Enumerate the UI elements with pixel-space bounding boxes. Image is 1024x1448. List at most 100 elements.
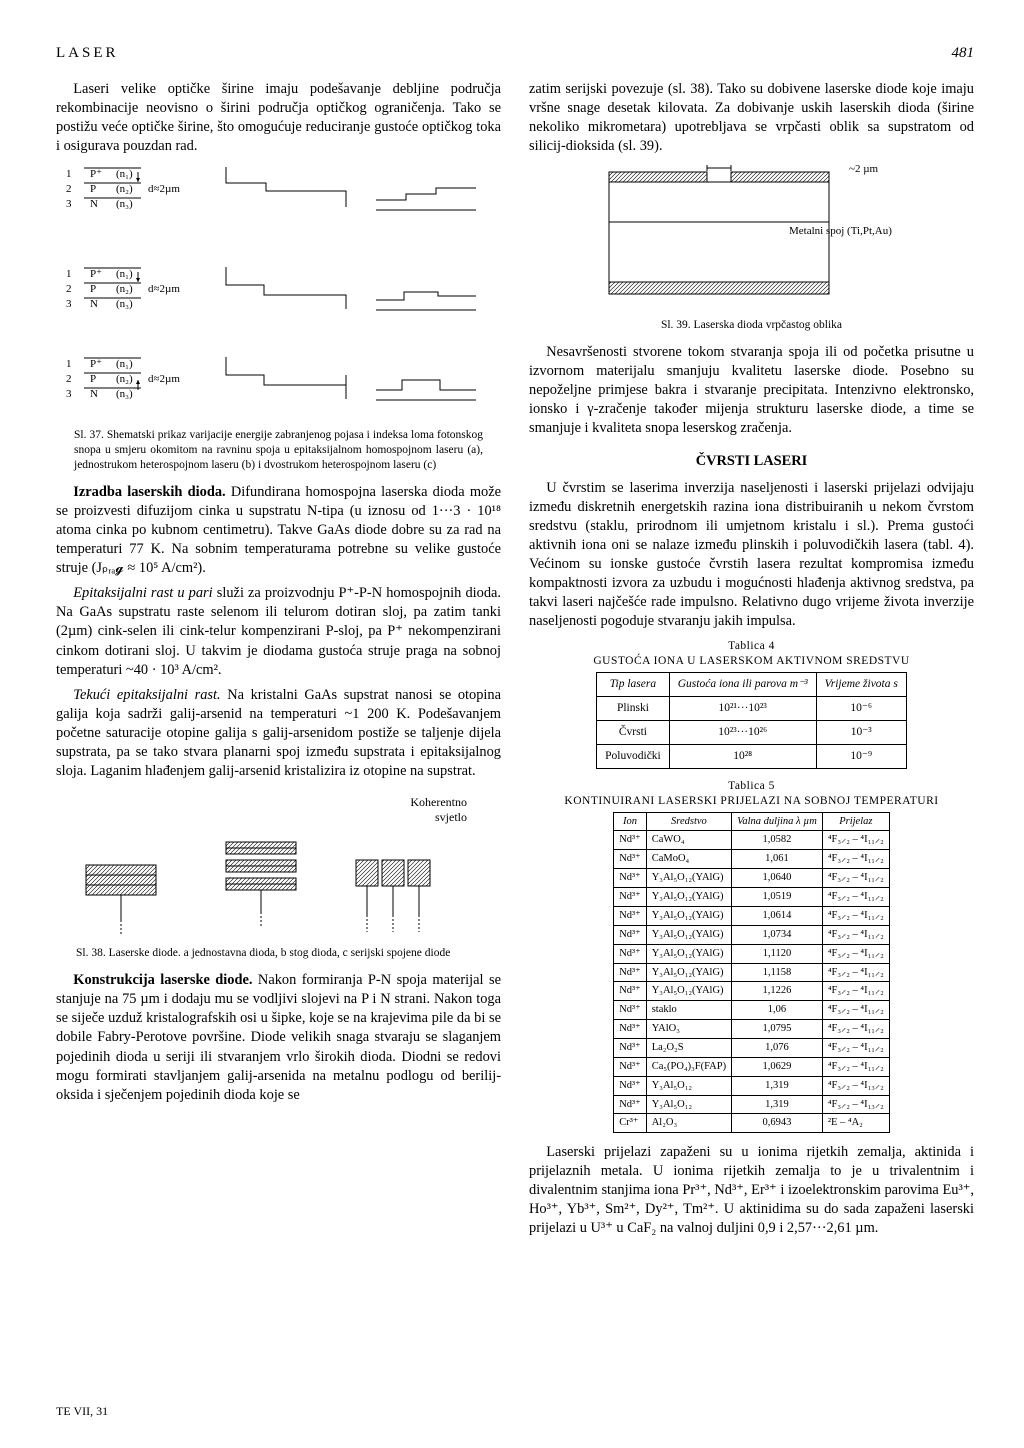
koherentno-label: Koherentnosvjetlo	[56, 795, 467, 827]
cell: Poluvodički	[597, 745, 670, 769]
cell: Čvrsti	[597, 720, 670, 744]
svg-text:1: 1	[66, 358, 72, 370]
cell: Nd³⁺	[614, 963, 647, 982]
section-title: ČVRSTI LASERI	[529, 452, 974, 471]
left-column: Laseri velike optičke širine imaju podeš…	[56, 80, 501, 1245]
cell: 1,319	[732, 1076, 823, 1095]
svg-text:P: P	[90, 373, 96, 385]
run-in-heading: Konstrukcija laserske diode.	[73, 972, 252, 988]
svg-text:N: N	[90, 298, 98, 310]
cell: ⁴F₃⸝₂ – ⁴I₁₁⸝₂	[822, 925, 889, 944]
right-column: zatim serijski povezuje (sl. 38). Tako s…	[529, 80, 974, 1245]
cell: Y₃Al₅O₁₂(YAlG)	[646, 944, 731, 963]
svg-text:Metalni spoj (Ti,Pt,Au): Metalni spoj (Ti,Pt,Au)	[789, 225, 892, 237]
cell: CaWO₄	[646, 831, 731, 850]
cell: 10⁻⁶	[816, 696, 906, 720]
cell: ⁴F₃⸝₂ – ⁴I₁₁⸝₂	[822, 850, 889, 869]
cell: Nd³⁺	[614, 831, 647, 850]
svg-text:(n₂): (n₂)	[116, 183, 133, 195]
cell: 1,1158	[732, 963, 823, 982]
cell: Nd³⁺	[614, 1076, 647, 1095]
cell: ⁴F₃⸝₂ – ⁴I₁₁⸝₂	[822, 1038, 889, 1057]
para: Konstrukcija laserske diode. Nakon formi…	[56, 971, 501, 1104]
cell: ⁴F₃⸝₂ – ⁴I₁₁⸝₂	[822, 831, 889, 850]
cell: ⁴F₃⸝₂ – ⁴I₁₁⸝₂	[822, 963, 889, 982]
cell: 1,0795	[732, 1020, 823, 1039]
cell: Nd³⁺	[614, 982, 647, 1001]
cell: 1,0614	[732, 906, 823, 925]
svg-text:(n₁): (n₁)	[116, 268, 133, 280]
cell: YAlO₃	[646, 1020, 731, 1039]
cell: Y₃Al₅O₁₂(YAlG)	[646, 963, 731, 982]
figure-38-caption: Sl. 38. Laserske diode. a jednostavna di…	[56, 946, 501, 961]
cell: ⁴F₃⸝₂ – ⁴I₁₃⸝₂	[822, 1095, 889, 1114]
cell: Plinski	[597, 696, 670, 720]
cell: Y₃Al₅O₁₂(YAlG)	[646, 906, 731, 925]
para: Tekući epitaksijalni rast. Na kristalni …	[56, 686, 501, 781]
svg-text:P: P	[90, 283, 96, 295]
svg-text:2: 2	[66, 373, 72, 385]
svg-text:d≈2µm: d≈2µm	[148, 283, 180, 295]
para: Nesavršenosti stvorene tokom stvaranja s…	[529, 343, 974, 438]
svg-text:(n₂): (n₂)	[116, 373, 133, 385]
cell: 1,1226	[732, 982, 823, 1001]
t5-h4: Prijelaz	[822, 812, 889, 831]
cell: ⁴F₃⸝₂ – ⁴I₁₁⸝₂	[822, 982, 889, 1001]
svg-text:P⁺: P⁺	[90, 358, 102, 370]
cell: ⁴F₃⸝₂ – ⁴I₁₁⸝₂	[822, 906, 889, 925]
cell: staklo	[646, 1001, 731, 1020]
cell: Nd³⁺	[614, 906, 647, 925]
cell: Y₃Al₅O₁₂	[646, 1076, 731, 1095]
svg-text:(n₃): (n₃)	[116, 298, 133, 310]
cell: Y₃Al₅O₁₂(YAlG)	[646, 982, 731, 1001]
figure-39: ~2 µm Metalni spoj (Ti,Pt,Au)	[529, 162, 974, 312]
cell: 1,0734	[732, 925, 823, 944]
svg-text:2: 2	[66, 283, 72, 295]
svg-text:3: 3	[66, 298, 72, 310]
cell: Al₂O₃	[646, 1114, 731, 1133]
cell: Nd³⁺	[614, 869, 647, 888]
para: U čvrstim se laserima inverzija naseljen…	[529, 479, 974, 631]
cell: 1,061	[732, 850, 823, 869]
svg-text:P⁺: P⁺	[90, 168, 102, 180]
cell: ⁴F₃⸝₂ – ⁴I₁₁⸝₂	[822, 1001, 889, 1020]
figure-37-caption: Sl. 37. Shematski prikaz varijacije ener…	[56, 428, 501, 474]
cell: 10²⁸	[669, 745, 816, 769]
svg-text:(n₂): (n₂)	[116, 283, 133, 295]
cell: Nd³⁺	[614, 1057, 647, 1076]
cell: Nd³⁺	[614, 944, 647, 963]
cell: 1,06	[732, 1001, 823, 1020]
cell: La₂O₂S	[646, 1038, 731, 1057]
page-number: 481	[952, 44, 975, 64]
figure-38	[56, 830, 501, 940]
t5-h1: Ion	[614, 812, 647, 831]
svg-text:3: 3	[66, 388, 72, 400]
cell: Nd³⁺	[614, 1038, 647, 1057]
cell: 10⁻⁹	[816, 745, 906, 769]
para: zatim serijski povezuje (sl. 38). Tako s…	[529, 80, 974, 156]
table5-title: Tablica 5KONTINUIRANI LASERSKI PRIJELAZI…	[529, 779, 974, 809]
cell: ⁴F₃⸝₂ – ⁴I₁₁⸝₂	[822, 944, 889, 963]
cell: Nd³⁺	[614, 1001, 647, 1020]
cell: 1,0640	[732, 869, 823, 888]
cell: 0,6943	[732, 1114, 823, 1133]
svg-text:(n₁): (n₁)	[116, 168, 133, 180]
cell: CaMoO₄	[646, 850, 731, 869]
t4-h1: Tip lasera	[597, 672, 670, 696]
svg-text:d≈2µm: d≈2µm	[148, 373, 180, 385]
cell: Nd³⁺	[614, 925, 647, 944]
para: Laseri velike optičke širine imaju podeš…	[56, 80, 501, 156]
cell: Nd³⁺	[614, 850, 647, 869]
table4-title: Tablica 4GUSTOĆA IONA U LASERSKOM AKTIVN…	[529, 639, 974, 669]
cell: ⁴F₃⸝₂ – ⁴I₁₃⸝₂	[822, 1076, 889, 1095]
svg-text:N: N	[90, 388, 98, 400]
cell: 1,319	[732, 1095, 823, 1114]
t4-h2: Gustoća iona ili parova m⁻³	[669, 672, 816, 696]
cell: ⁴F₃⸝₂ – ⁴I₁₁⸝₂	[822, 1057, 889, 1076]
cell: Y₃Al₅O₁₂(YAlG)	[646, 869, 731, 888]
t5-h2: Sredstvo	[646, 812, 731, 831]
t5-h3: Valna duljina λ µm	[732, 812, 823, 831]
cell: Y₃Al₅O₁₂(YAlG)	[646, 888, 731, 907]
cell: Y₃Al₅O₁₂	[646, 1095, 731, 1114]
cell: 1,0519	[732, 888, 823, 907]
